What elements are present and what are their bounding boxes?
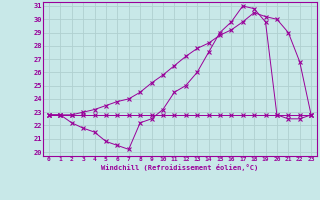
X-axis label: Windchill (Refroidissement éolien,°C): Windchill (Refroidissement éolien,°C) <box>101 164 259 171</box>
